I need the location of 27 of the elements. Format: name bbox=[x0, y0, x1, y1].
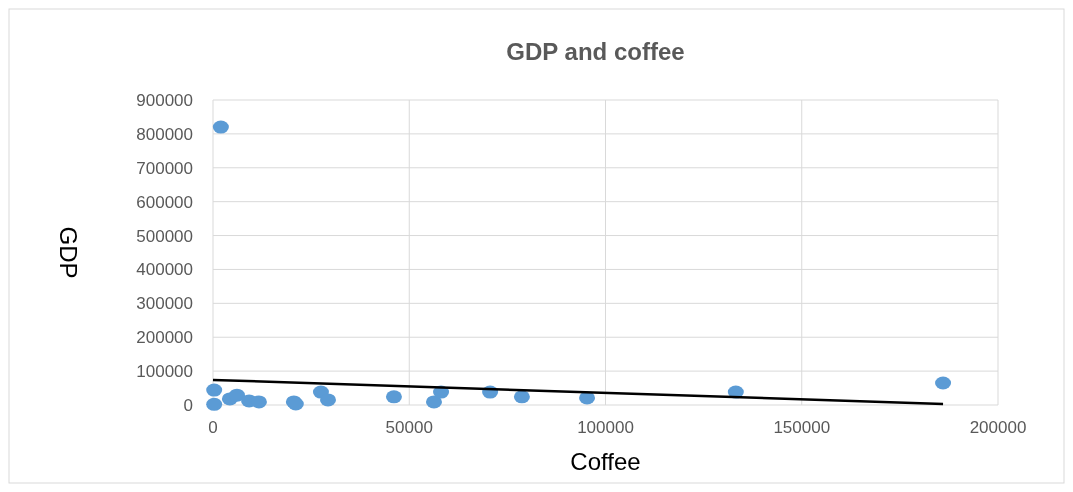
point bbox=[206, 383, 223, 397]
x-tick-label: 0 bbox=[208, 418, 218, 437]
point bbox=[425, 395, 442, 409]
x-tick-label: 150000 bbox=[773, 418, 831, 437]
y-tick-label: 0 bbox=[183, 395, 193, 415]
y-tick-label: 300000 bbox=[136, 294, 193, 314]
point bbox=[206, 397, 223, 411]
y-tick-label: 700000 bbox=[136, 158, 193, 178]
y-axis-title: GDP bbox=[55, 226, 82, 279]
y-tick-label: 100000 bbox=[136, 362, 193, 382]
point bbox=[228, 388, 245, 402]
y-tick-label: 600000 bbox=[136, 192, 193, 212]
point bbox=[935, 376, 952, 390]
point bbox=[320, 393, 336, 407]
x-tick-label: 200000 bbox=[969, 418, 1027, 437]
x-axis-title: Coffee bbox=[570, 448, 641, 475]
x-tick-label: 100000 bbox=[577, 418, 634, 437]
chart-title: GDP and coffee bbox=[506, 38, 685, 65]
point bbox=[513, 390, 530, 404]
y-tick-label: 200000 bbox=[136, 328, 193, 348]
x-tick-label: 50000 bbox=[385, 418, 433, 437]
point bbox=[385, 390, 402, 404]
point bbox=[212, 120, 229, 134]
y-tick-label: 800000 bbox=[136, 124, 193, 144]
y-tick-label: 400000 bbox=[136, 260, 193, 280]
y-tick-label: 900000 bbox=[136, 90, 193, 110]
y-tick-label: 500000 bbox=[136, 226, 193, 246]
